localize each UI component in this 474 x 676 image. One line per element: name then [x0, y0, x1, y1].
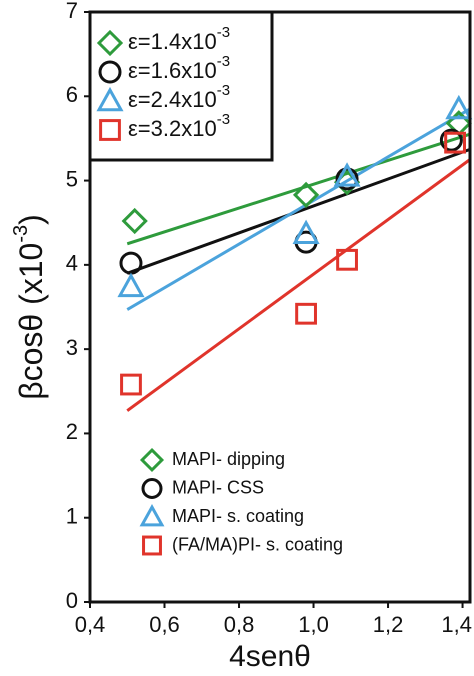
marker-circle [439, 128, 463, 152]
y-tick-label: 6 [66, 82, 78, 107]
y-tick-label: 2 [66, 419, 78, 444]
marker-triangle [445, 94, 473, 120]
marker-triangle [139, 504, 165, 527]
legend-label-text: ε=3.2x10 [128, 116, 217, 141]
marker-diamond [121, 207, 148, 235]
marker-square [444, 131, 466, 154]
legend-label: ε=3.2x10-3 [128, 111, 230, 141]
x-axis-label: 4senθ [229, 640, 311, 673]
y-tick-label: 5 [66, 166, 78, 191]
y-axis-label-end: ) [13, 214, 49, 225]
y-axis-label-sup: -3 [10, 225, 32, 243]
marker-diamond [139, 447, 165, 473]
legend-label: MAPI- s. coating [172, 506, 304, 526]
y-axis-label: βcosθ (x10-3) [10, 214, 49, 400]
legend-label-sup: -3 [217, 82, 230, 99]
y-tick-label: 4 [66, 251, 78, 276]
y-axis-label-text: βcosθ (x10 [13, 243, 49, 400]
legend-label-text: ε=1.4x10 [128, 29, 217, 54]
y-tick-label: 0 [66, 588, 78, 613]
legend-label-sup: -3 [217, 24, 230, 41]
marker-square [336, 248, 358, 271]
legend-label: (FA/MA)PI- s. coating [172, 534, 343, 554]
x-tick-label: 1,2 [373, 612, 404, 637]
legend-label-sup: -3 [217, 53, 230, 70]
marker-square [99, 119, 121, 141]
marker-square [295, 302, 317, 325]
x-tick-label: 0,6 [149, 612, 180, 637]
y-tick-label: 1 [66, 504, 78, 529]
legend-label-sup: -3 [217, 111, 230, 128]
x-tick-label: 0,8 [224, 612, 255, 637]
x-tick-label: 0,4 [75, 612, 106, 637]
marker-triangle [333, 162, 361, 187]
plot-frame [88, 10, 472, 604]
fit-line [126, 147, 471, 275]
y-tick-label: 3 [66, 335, 78, 360]
fit-line [126, 107, 471, 311]
marker-circle [335, 167, 359, 191]
legend-label: MAPI- dipping [172, 449, 285, 469]
x-tick-label: 1,4 [441, 612, 472, 637]
marker-circle [119, 251, 143, 275]
legend-label: ε=1.4x10-3 [128, 24, 230, 54]
marker-triangle [117, 272, 145, 298]
marker-circle [141, 478, 163, 499]
marker-triangle [292, 219, 320, 244]
y-tick-label: 7 [66, 0, 78, 23]
legend-label-text: ε=1.6x10 [128, 58, 217, 83]
legend-label: MAPI- CSS [172, 477, 264, 497]
marker-square [120, 373, 142, 396]
fit-line [126, 158, 471, 412]
legend-label-text: ε=2.4x10 [128, 87, 217, 112]
legend-label: ε=2.4x10-3 [128, 82, 230, 112]
fit-line [126, 132, 471, 246]
marker-diamond [292, 181, 320, 209]
x-tick-label: 1,0 [298, 612, 329, 637]
legend-label: ε=1.6x10-3 [128, 53, 230, 83]
marker-diamond [96, 29, 124, 57]
marker-circle [98, 60, 122, 84]
marker-triangle [96, 86, 124, 112]
marker-square [142, 535, 162, 556]
